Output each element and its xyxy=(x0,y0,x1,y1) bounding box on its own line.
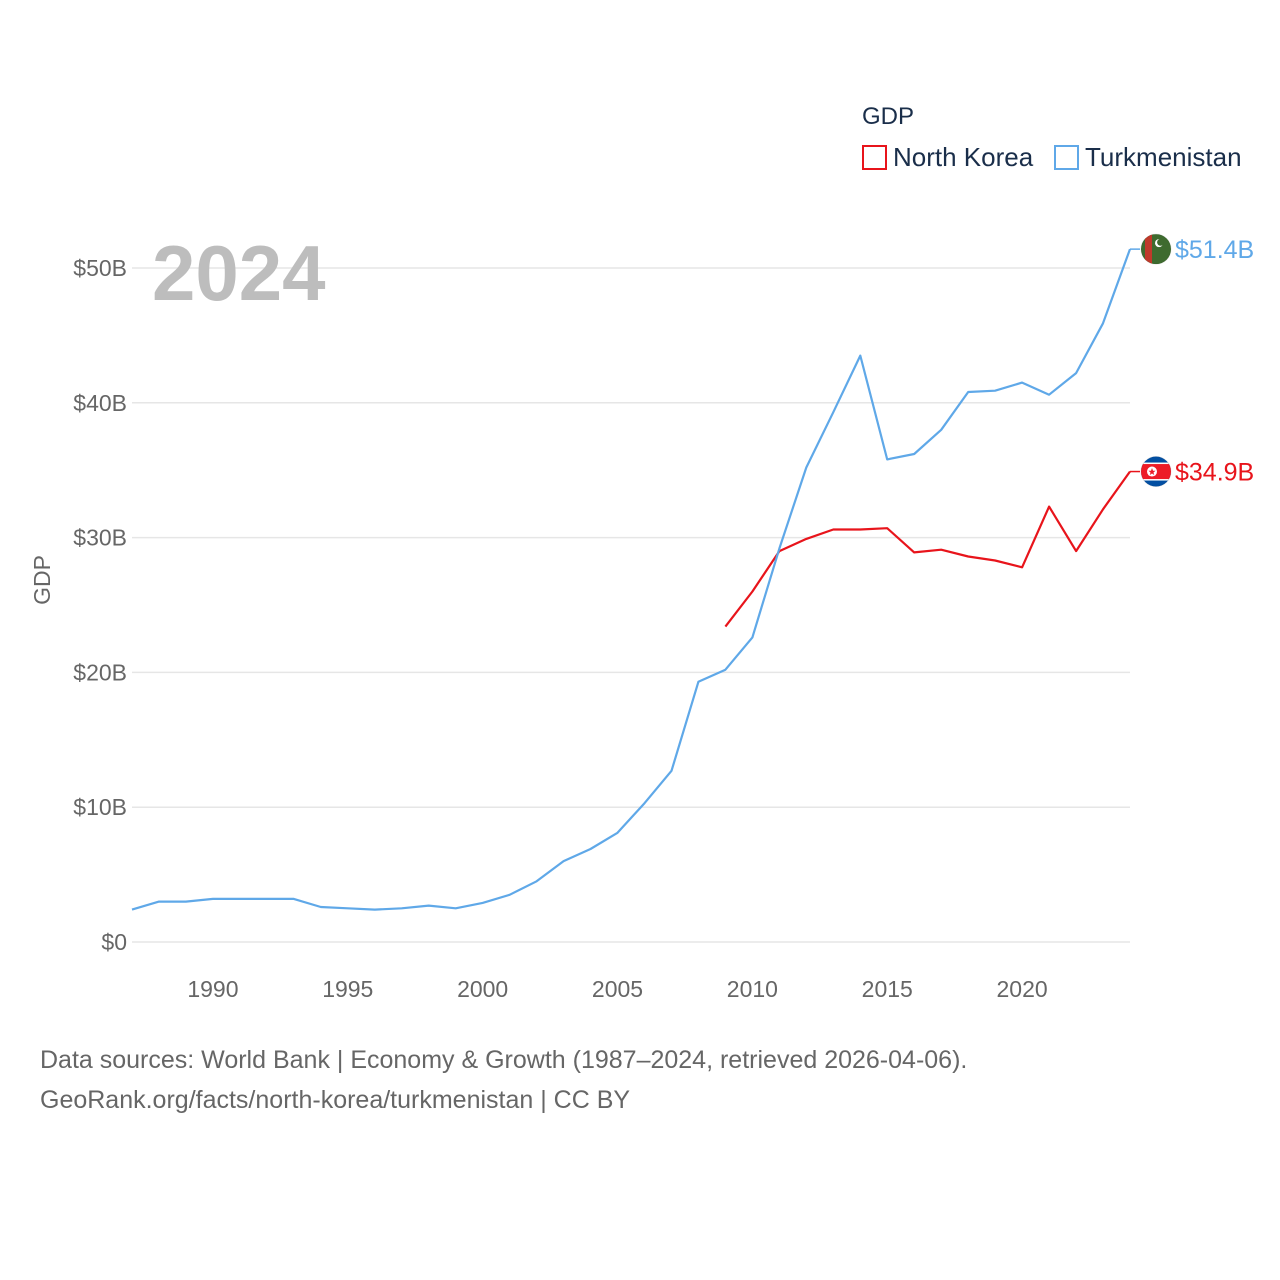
x-tick-label: 2005 xyxy=(592,976,643,1002)
y-axis-title: GDP xyxy=(29,555,55,605)
y-tick-label: $40B xyxy=(73,390,127,416)
series-line-north-korea xyxy=(724,470,1131,628)
y-tick-label: $0 xyxy=(101,929,127,955)
grid-lines xyxy=(132,267,1130,943)
legend: GDP North Korea Turkmenistan xyxy=(862,103,1242,172)
data-sources-note: Data sources: World Bank | Economy & Gro… xyxy=(40,1046,968,1074)
legend-swatch-turkmenistan xyxy=(1054,145,1079,170)
x-tick-label: 2010 xyxy=(727,976,778,1002)
x-tick-label: 2000 xyxy=(457,976,508,1002)
x-tick-label: 2020 xyxy=(997,976,1048,1002)
series-line-turkmenistan xyxy=(131,248,1132,911)
y-tick-label: $50B xyxy=(73,255,127,281)
legend-label-north-korea: North Korea xyxy=(893,142,1034,172)
legend-item-north-korea[interactable]: North Korea xyxy=(862,142,1034,172)
legend-label-turkmenistan: Turkmenistan xyxy=(1085,142,1242,172)
y-axis-ticks: $0 $10B $20B $30B $40B $50B xyxy=(73,255,127,955)
y-tick-label: $10B xyxy=(73,794,127,820)
series-lines xyxy=(131,248,1132,911)
year-label: 2024 xyxy=(152,229,326,317)
gdp-line-chart: $0 $10B $20B $30B $40B $50B 1990 1995 2000 2005 2… xyxy=(29,103,1254,1002)
x-tick-label: 1990 xyxy=(187,976,238,1002)
end-labels: $34.9B $51.4B xyxy=(1130,233,1254,488)
y-tick-label: $20B xyxy=(73,659,127,685)
end-label-north-korea: $34.9B xyxy=(1175,459,1254,487)
legend-item-turkmenistan[interactable]: Turkmenistan xyxy=(1054,142,1242,172)
y-tick-label: $30B xyxy=(73,525,127,551)
attribution-link[interactable]: GeoRank.org/facts/north-korea/turkmenist… xyxy=(40,1086,631,1114)
legend-swatch-north-korea xyxy=(862,145,887,170)
legend-title: GDP xyxy=(862,103,914,130)
footer: Data sources: World Bank | Economy & Gro… xyxy=(40,1040,967,1120)
north-korea-flag-icon xyxy=(1140,456,1172,488)
x-axis-ticks: 1990 1995 2000 2005 2010 2015 2020 xyxy=(187,976,1047,1002)
turkmenistan-flag-icon xyxy=(1140,233,1172,265)
x-tick-label: 1995 xyxy=(322,976,373,1002)
x-tick-label: 2015 xyxy=(862,976,913,1002)
end-label-turkmenistan: $51.4B xyxy=(1175,236,1254,264)
